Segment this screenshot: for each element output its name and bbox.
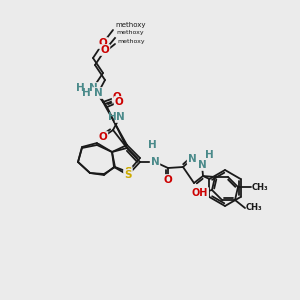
Text: O: O: [115, 97, 123, 107]
Text: S: S: [124, 167, 132, 177]
Text: N: N: [198, 160, 206, 170]
Text: H: H: [148, 140, 156, 150]
Text: methoxy: methoxy: [115, 22, 146, 28]
Text: O: O: [100, 45, 109, 55]
Text: O: O: [164, 175, 172, 185]
Text: H: H: [108, 112, 116, 122]
Text: N: N: [188, 154, 196, 164]
Text: N: N: [116, 112, 124, 122]
Text: CH₃: CH₃: [246, 203, 262, 212]
Text: N: N: [94, 88, 102, 98]
Text: O: O: [99, 38, 107, 48]
Text: OH: OH: [192, 188, 208, 198]
Text: methoxy: methoxy: [117, 40, 145, 44]
Text: N: N: [151, 157, 159, 167]
Text: N: N: [88, 83, 98, 93]
Text: O: O: [112, 92, 122, 102]
Text: H: H: [76, 83, 84, 93]
Text: CH₃: CH₃: [252, 182, 268, 191]
Text: S: S: [124, 170, 132, 180]
Text: H: H: [205, 150, 213, 160]
Text: O: O: [99, 132, 107, 142]
Text: H: H: [82, 88, 90, 98]
Text: methoxy: methoxy: [116, 30, 144, 35]
